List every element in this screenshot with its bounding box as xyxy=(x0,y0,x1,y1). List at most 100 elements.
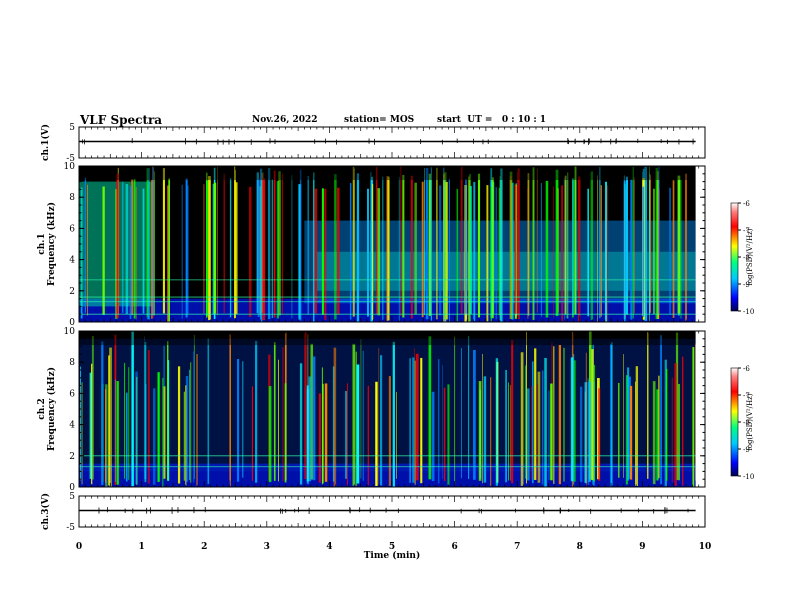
x-tick-label: 3 xyxy=(264,542,270,552)
spheric-streak xyxy=(632,166,634,319)
spheric-streak xyxy=(465,179,467,314)
spheric-streak xyxy=(356,364,360,484)
spheric-streak xyxy=(499,176,501,321)
spheric-streak xyxy=(550,383,553,481)
spheric-streak xyxy=(587,378,590,485)
spheric-streak xyxy=(414,348,415,484)
spheric-streak xyxy=(409,358,411,483)
spheric-streak xyxy=(630,179,633,320)
spheric-streak xyxy=(580,386,583,483)
spheric-streak xyxy=(653,188,655,315)
spheric-streak xyxy=(548,390,550,480)
colorbar-tick-label: -7 xyxy=(743,227,750,235)
spheric-streak xyxy=(187,185,189,314)
spheric-streak xyxy=(333,347,337,487)
spheric-streak xyxy=(460,166,463,315)
spheric-streak xyxy=(352,343,356,486)
spheric-streak xyxy=(585,352,587,487)
spheric-streak xyxy=(438,185,442,316)
figure-title: VLF Spectra xyxy=(80,113,163,127)
spheric-streak xyxy=(593,364,595,482)
spheric-streak xyxy=(237,358,240,482)
spheric-streak xyxy=(314,188,318,314)
spheric-streak xyxy=(162,377,164,487)
spheric-streak xyxy=(524,365,526,479)
spheric-streak xyxy=(255,340,258,483)
spheric-streak xyxy=(102,186,105,315)
spheric-streak xyxy=(318,393,321,483)
station-label: station= MOS xyxy=(344,115,415,125)
spheric-streak xyxy=(392,341,395,487)
spheric-streak xyxy=(313,172,315,322)
spheric-streak xyxy=(355,351,357,486)
spheric-streak xyxy=(511,340,514,484)
spheric-streak xyxy=(623,175,625,314)
spheric-streak xyxy=(152,166,154,319)
spheric-streak xyxy=(147,350,150,484)
spheric-streak xyxy=(396,391,397,479)
spheric-streak xyxy=(692,347,695,487)
spheric-streak xyxy=(420,357,423,484)
spheric-streak xyxy=(607,185,609,322)
spheric-streak xyxy=(656,389,659,481)
spheric-streak xyxy=(443,172,447,320)
spheric-streak xyxy=(105,389,107,483)
colorbar-label: log(PSD)(V²/Hz) xyxy=(746,228,754,285)
spheric-streak xyxy=(414,360,416,485)
spheric-streak xyxy=(456,188,459,321)
spheric-streak xyxy=(257,179,260,317)
y-axis-label: Frequency (kHz) xyxy=(46,367,57,451)
spheric-streak xyxy=(183,391,185,481)
spheric-streak xyxy=(370,172,372,322)
no-data-region xyxy=(695,331,705,487)
spheric-streak xyxy=(443,387,446,482)
spheric-streak xyxy=(387,176,390,321)
spheric-streak xyxy=(400,166,402,317)
spheric-streak xyxy=(80,366,82,481)
spheric-streak xyxy=(91,336,94,480)
spheric-streak xyxy=(625,375,628,485)
colorbar-tick-label: -8 xyxy=(743,254,750,262)
spheric-streak xyxy=(617,382,620,478)
spheric-streak xyxy=(281,173,283,315)
y-tick-label: 5 xyxy=(69,492,75,502)
spectrogram-background xyxy=(79,166,705,322)
x-axis-label: Time (min) xyxy=(364,550,421,561)
spheric-streak xyxy=(625,176,629,315)
spheric-streak xyxy=(537,383,539,482)
y-tick-label: 0 xyxy=(69,483,75,493)
spheric-streak xyxy=(587,188,590,317)
y-tick-label: 8 xyxy=(69,358,75,368)
spheric-streak xyxy=(436,167,438,320)
spheric-streak xyxy=(212,184,215,315)
spheric-streak xyxy=(163,386,166,479)
spheric-streak xyxy=(259,186,261,315)
spectrogram-background xyxy=(79,331,705,487)
spheric-streak xyxy=(321,188,324,315)
colorbar-tick-label: -10 xyxy=(743,473,754,481)
spheric-streak xyxy=(135,186,137,320)
spheric-streak xyxy=(371,176,374,322)
spheric-streak xyxy=(483,376,487,483)
spheric-streak xyxy=(605,181,607,322)
spheric-streak xyxy=(623,354,624,478)
spheric-streak xyxy=(360,339,362,479)
spheric-streak xyxy=(505,369,507,483)
colorbar-tick-label: -7 xyxy=(743,392,750,400)
spheric-streak xyxy=(675,332,679,481)
spheric-streak xyxy=(635,366,639,487)
no-data-region xyxy=(695,166,705,322)
spheric-streak xyxy=(537,371,541,483)
spheric-streak xyxy=(658,375,660,479)
start-ut-label: start UT = 0 : 10 : 1 xyxy=(437,115,547,125)
colorbar-label: log(PSD)(V²/Hz) xyxy=(746,393,754,450)
colorbar-tick-label: -8 xyxy=(743,419,750,427)
spheric-streak xyxy=(481,354,483,484)
spheric-streak xyxy=(511,182,514,320)
spheric-streak xyxy=(644,166,648,321)
spectrogram-1-image xyxy=(79,166,705,322)
spheric-streak xyxy=(382,176,384,320)
spheric-streak xyxy=(553,186,555,318)
spheric-streak xyxy=(495,358,499,486)
x-tick-label: 10 xyxy=(699,542,712,552)
